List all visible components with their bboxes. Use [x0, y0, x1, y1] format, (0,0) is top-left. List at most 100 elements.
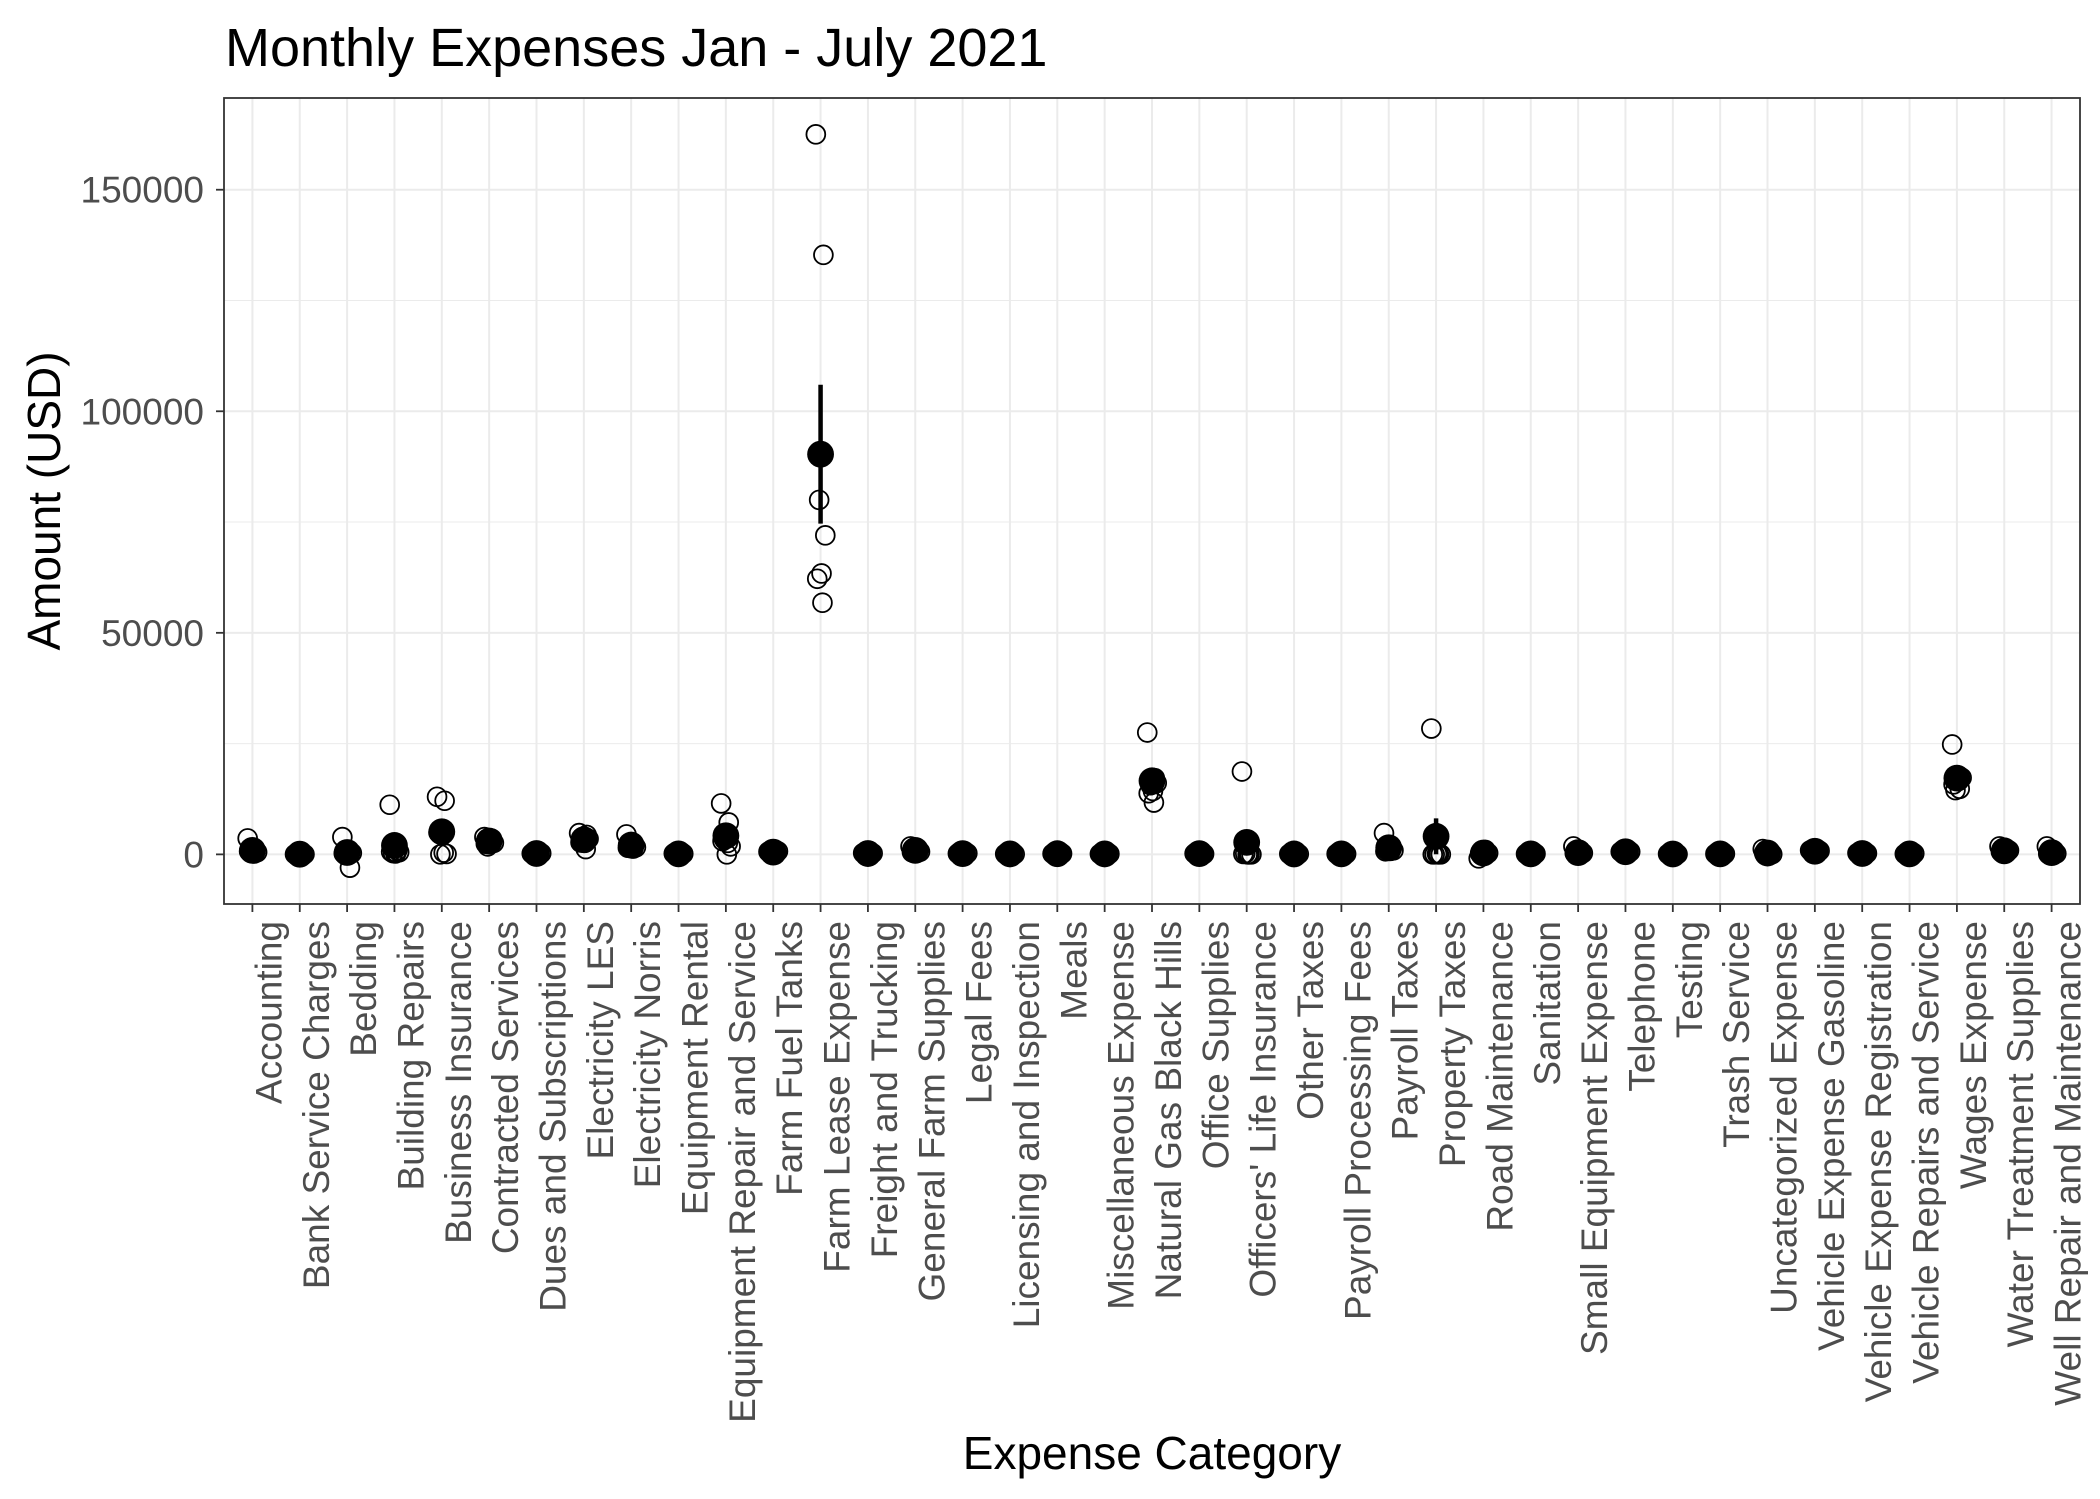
x-tick-label: Water Treatment Supplies — [2000, 921, 2041, 1347]
mean-marker — [1564, 839, 1592, 867]
mean-marker — [1848, 840, 1876, 867]
x-tick-label: Licensing and Inspection — [1006, 921, 1047, 1328]
x-tick-label: Meals — [1053, 921, 1094, 1020]
y-tick-label: 50000 — [101, 613, 204, 654]
mean-marker — [665, 840, 692, 868]
mean-marker — [1280, 840, 1308, 868]
mean-marker — [759, 838, 787, 866]
chart-title: Monthly Expenses Jan - July 2021 — [225, 18, 1047, 78]
x-tick-label: Well Repair and Maintenance — [2048, 921, 2089, 1406]
mean-marker — [1422, 822, 1450, 850]
data-point — [815, 525, 836, 546]
mean-marker — [949, 840, 977, 868]
data-point — [379, 794, 401, 816]
x-tick-label: Farm Fuel Tanks — [769, 921, 810, 1196]
x-tick-label: General Farm Supplies — [911, 921, 952, 1301]
x-tick-label: Testing — [1669, 921, 1710, 1038]
mean-marker — [1470, 839, 1497, 867]
x-tick-label: Officers' Life Insurance — [1243, 921, 1284, 1298]
data-point — [710, 793, 732, 814]
mean-marker — [239, 836, 266, 864]
x-tick-label: Equipment Repair and Service — [722, 921, 763, 1423]
mean-marker — [1943, 764, 1971, 792]
mean-marker — [428, 818, 456, 846]
x-tick-label: Property Taxes — [1432, 921, 1473, 1167]
x-tick-label: Freight and Trucking — [864, 921, 905, 1258]
mean-marker — [712, 822, 740, 850]
x-tick-label: Building Repairs — [390, 921, 431, 1190]
mean-marker — [1659, 840, 1687, 868]
x-tick-label: Office Supplies — [1195, 921, 1236, 1169]
mean-marker — [1754, 839, 1781, 867]
x-tick-label: Equipment Rental — [675, 921, 716, 1215]
x-tick-label: Bank Service Charges — [296, 921, 337, 1289]
mean-marker — [1896, 840, 1923, 868]
data-point — [1941, 734, 1963, 755]
mean-marker — [381, 832, 408, 859]
x-tick-label: Uncategorized Expense — [1764, 921, 1805, 1314]
mean-marker — [1517, 840, 1545, 868]
y-tick-label: 150000 — [81, 170, 204, 211]
mean-marker — [570, 826, 598, 854]
mean-marker — [1706, 840, 1734, 868]
y-axis-title: Amount (USD) — [18, 351, 70, 650]
x-tick-label: Road Maintenance — [1479, 921, 1520, 1232]
x-tick-label: Vehicle Expense Gasoline — [1811, 921, 1852, 1351]
data-point — [1136, 722, 1158, 743]
x-tick-label: Sanitation — [1527, 921, 1568, 1086]
x-tick-label: Miscellaneous Expense — [1101, 921, 1142, 1310]
mean-marker — [1801, 837, 1829, 865]
data-point — [434, 790, 455, 812]
x-tick-label: Business Insurance — [438, 921, 479, 1244]
data-point — [1421, 718, 1442, 739]
x-tick-label: Legal Fees — [959, 921, 1000, 1104]
y-tick-label: 0 — [183, 834, 204, 875]
x-tick-label: Trash Service — [1716, 921, 1757, 1148]
y-axis: 0 50000 100000 150000 — [81, 170, 224, 875]
mean-marker — [333, 839, 361, 866]
x-tick-label: Payroll Processing Fees — [1337, 921, 1378, 1320]
mean-marker — [1233, 828, 1261, 856]
mean-marker — [1990, 837, 2018, 865]
x-tick-label: Vehicle Expense Registration — [1858, 921, 1899, 1402]
x-tick-label: Small Equipment Expense — [1574, 921, 1615, 1355]
x-tick-label: Vehicle Repairs and Service — [1906, 921, 1947, 1384]
mean-marker — [1043, 840, 1071, 868]
mean-marker — [1138, 767, 1166, 795]
mean-marker — [1612, 838, 1639, 866]
data-point — [806, 568, 828, 590]
mean-marker — [475, 827, 503, 855]
mean-marker — [901, 836, 929, 864]
data-point — [811, 563, 832, 584]
mean-marker — [854, 840, 882, 867]
mean-marker — [1091, 840, 1119, 868]
mean-markers — [239, 440, 2065, 868]
mean-marker — [996, 840, 1024, 868]
x-axis-title: Expense Category — [963, 1427, 1341, 1479]
data-point — [812, 592, 833, 613]
mean-marker — [1375, 834, 1403, 862]
mean-marker — [1327, 840, 1355, 868]
gridlines — [224, 98, 2080, 904]
x-tick-label: Payroll Taxes — [1385, 921, 1426, 1140]
x-tick-label: Electricity LES — [580, 921, 621, 1160]
x-tick-label: Natural Gas Black Hills — [1148, 921, 1189, 1299]
x-tick-label: Electricity Norris — [627, 921, 668, 1188]
mean-marker — [1185, 840, 1213, 868]
x-tick-label: Other Taxes — [1290, 921, 1331, 1120]
x-tick-label: Wages Expense — [1953, 921, 1994, 1189]
y-tick-label: 100000 — [81, 391, 204, 432]
x-tick-label: Telephone — [1621, 921, 1662, 1092]
x-tick-label: Farm Lease Expense — [817, 921, 858, 1273]
mean-marker — [523, 840, 550, 867]
x-tick-label: Bedding — [343, 921, 384, 1057]
mean-marker — [807, 440, 834, 468]
data-point — [813, 244, 834, 266]
x-axis: Accounting Bank Service Charges Bedding Bui… — [248, 904, 2089, 1423]
mean-marker — [617, 831, 645, 859]
data-point — [1231, 761, 1253, 782]
x-tick-label: Contracted Services — [485, 921, 526, 1254]
data-point — [805, 124, 827, 145]
mean-marker — [286, 840, 314, 868]
